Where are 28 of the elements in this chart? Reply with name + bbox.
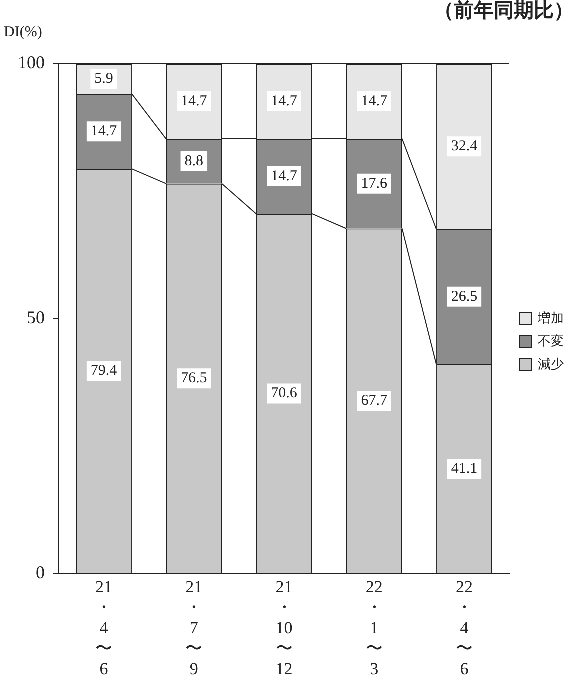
x-tick-label: 21・10〜12 [276, 578, 293, 678]
x-tick-label: 22・4〜6 [456, 578, 473, 678]
x-tick-label: 22・1〜3 [366, 578, 383, 678]
data-label: 14.7 [181, 93, 208, 110]
data-label: 76.5 [181, 370, 208, 387]
data-label: 70.6 [271, 386, 298, 402]
data-label: 41.1 [451, 460, 478, 477]
y-axis-title: DI(%) [4, 24, 42, 40]
data-label: 14.7 [90, 124, 118, 140]
legend-label: 減少 [538, 357, 564, 372]
data-label: 79.4 [90, 363, 118, 380]
y-tick-label: 100 [18, 52, 45, 73]
data-label: 32.4 [451, 138, 478, 155]
x-tick-label: 21・7〜9 [186, 578, 203, 678]
legend-label: 増加 [537, 310, 564, 326]
data-label: 17.6 [361, 176, 388, 192]
data-label: 8.8 [184, 153, 204, 170]
y-tick-label: 0 [36, 562, 45, 583]
data-label: 5.9 [94, 70, 114, 87]
data-label: 14.7 [361, 93, 388, 110]
data-label: 14.7 [271, 168, 298, 184]
data-label: 26.5 [451, 288, 478, 305]
chart-title: （前年同期比） [434, 0, 574, 22]
legend-label: 不変 [538, 333, 564, 350]
y-tick-label: 50 [27, 308, 45, 328]
x-tick-label: 21・4〜6 [96, 578, 113, 678]
data-label: 67.7 [361, 393, 388, 410]
data-label: 14.7 [271, 93, 298, 110]
